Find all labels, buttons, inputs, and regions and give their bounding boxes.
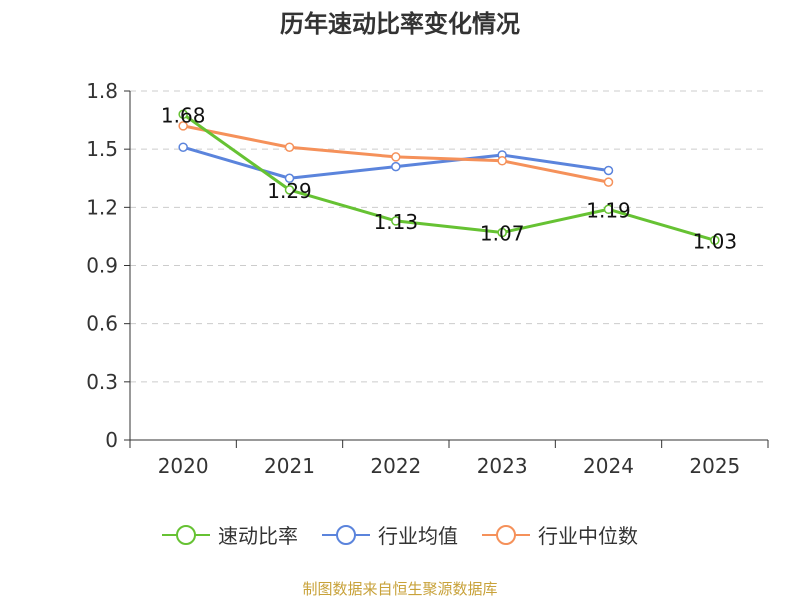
data-point-1	[391, 216, 401, 226]
legend-item-2[interactable]: 行业均值	[322, 520, 458, 549]
chart-title: 历年速动比率变化情况	[280, 10, 520, 38]
y-tick-label: 0	[105, 428, 118, 452]
legend-swatch	[482, 524, 530, 545]
data-point-3	[391, 152, 401, 162]
legend-marker	[336, 524, 356, 545]
data-label: 1.19	[586, 198, 631, 222]
data-point-3	[603, 177, 614, 187]
legend: 速动比率 行业均值 行业中位数	[0, 520, 800, 549]
data-point-1	[284, 185, 295, 195]
data-point-2	[284, 173, 295, 183]
data-label: 1.03	[693, 229, 738, 253]
y-tick-label: 0.3	[86, 370, 118, 394]
data-label: 1.13	[374, 210, 419, 234]
legend-swatch	[162, 524, 210, 545]
legend-marker	[176, 524, 196, 545]
data-point-3	[497, 156, 507, 166]
legend-marker	[496, 524, 516, 545]
legend-label: 速动比率	[218, 524, 298, 548]
y-tick-label: 1.8	[86, 79, 118, 103]
data-label: 1.07	[480, 222, 525, 246]
data-point-1	[710, 235, 720, 246]
data-point-1	[497, 227, 507, 238]
y-tick-label: 0.6	[86, 312, 118, 336]
data-label: 1.29	[267, 179, 312, 203]
x-tick-label: 2020	[158, 454, 209, 478]
data-point-2	[603, 165, 614, 176]
x-tick-label: 2025	[689, 454, 740, 478]
data-point-2	[178, 142, 188, 152]
legend-item-1[interactable]: 速动比率	[162, 520, 298, 549]
data-point-1	[603, 204, 614, 215]
series-line-1	[182, 113, 716, 242]
x-tick-label: 2021	[264, 454, 315, 478]
legend-label: 行业均值	[378, 524, 458, 548]
data-point-3	[178, 121, 188, 131]
y-tick-label: 0.9	[86, 254, 118, 278]
data-point-2	[391, 161, 401, 172]
legend-item-3[interactable]: 行业中位数	[482, 520, 638, 549]
legend-label: 行业中位数	[538, 524, 638, 548]
data-point-1	[178, 109, 188, 120]
data-point-3	[284, 142, 295, 152]
y-tick-label: 1.5	[86, 137, 118, 161]
y-tick-label: 1.2	[86, 195, 118, 219]
source-note: 制图数据来自恒生聚源数据库	[302, 580, 498, 598]
x-tick-label: 2023	[477, 454, 528, 478]
x-tick-label: 2024	[583, 454, 634, 478]
data-label: 1.68	[161, 103, 206, 127]
x-tick-label: 2022	[370, 454, 421, 478]
legend-swatch	[322, 524, 370, 545]
